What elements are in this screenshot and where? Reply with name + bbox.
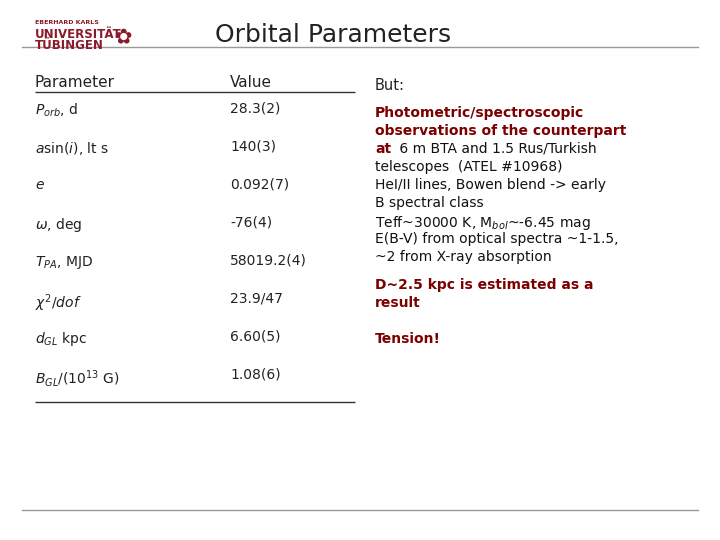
Text: $B_{GL}/(10^{13}$ G): $B_{GL}/(10^{13}$ G) — [35, 368, 120, 389]
Text: $\chi^2/dof$: $\chi^2/dof$ — [35, 292, 81, 314]
Text: $d_{GL}$ kpc: $d_{GL}$ kpc — [35, 330, 87, 348]
Text: 58019.2(4): 58019.2(4) — [230, 254, 307, 268]
Text: $\omega$, deg: $\omega$, deg — [35, 216, 82, 234]
Text: ~2 from X-ray absorption: ~2 from X-ray absorption — [375, 250, 552, 264]
Text: -76(4): -76(4) — [230, 216, 272, 230]
Text: 23.9/47: 23.9/47 — [230, 292, 283, 306]
Text: Parameter: Parameter — [35, 75, 115, 90]
Text: 6.60(5): 6.60(5) — [230, 330, 281, 344]
Text: 6 m BTA and 1.5 Rus/Turkish: 6 m BTA and 1.5 Rus/Turkish — [395, 142, 597, 156]
Text: 140(3): 140(3) — [230, 140, 276, 154]
Text: HeI/II lines, Bowen blend -> early: HeI/II lines, Bowen blend -> early — [375, 178, 606, 192]
Text: Value: Value — [230, 75, 272, 90]
Text: $a\sin(i)$, lt s: $a\sin(i)$, lt s — [35, 140, 109, 157]
Text: 28.3(2): 28.3(2) — [230, 102, 280, 116]
Text: result: result — [375, 296, 420, 310]
Text: telescopes  (ATEL #10968): telescopes (ATEL #10968) — [375, 160, 562, 174]
Text: $P_{orb}$, d: $P_{orb}$, d — [35, 102, 78, 119]
Text: Orbital Parameters: Orbital Parameters — [215, 23, 451, 47]
Text: B spectral class: B spectral class — [375, 196, 484, 210]
Text: D~2.5 kpc is estimated as a: D~2.5 kpc is estimated as a — [375, 278, 593, 292]
Text: 1.08(6): 1.08(6) — [230, 368, 281, 382]
Text: TÜBINGEN: TÜBINGEN — [35, 39, 104, 52]
Text: Photometric/spectroscopic: Photometric/spectroscopic — [375, 106, 584, 120]
Text: $T_{PA}$, MJD: $T_{PA}$, MJD — [35, 254, 93, 271]
Text: But:: But: — [375, 78, 405, 93]
Text: EBERHARD KARLS: EBERHARD KARLS — [35, 20, 99, 25]
Text: observations of the counterpart: observations of the counterpart — [375, 124, 626, 138]
Text: E(B-V) from optical spectra ~1-1.5,: E(B-V) from optical spectra ~1-1.5, — [375, 232, 618, 246]
Text: at: at — [375, 142, 391, 156]
Text: $e$: $e$ — [35, 178, 45, 192]
Text: Teff~30000 K, M$_{bol}$~-6.45 mag: Teff~30000 K, M$_{bol}$~-6.45 mag — [375, 214, 590, 232]
Text: UNIVERSITÄT: UNIVERSITÄT — [35, 28, 122, 41]
Text: Tension!: Tension! — [375, 332, 441, 346]
Text: ✿: ✿ — [115, 27, 132, 47]
Text: 0.092(7): 0.092(7) — [230, 178, 289, 192]
